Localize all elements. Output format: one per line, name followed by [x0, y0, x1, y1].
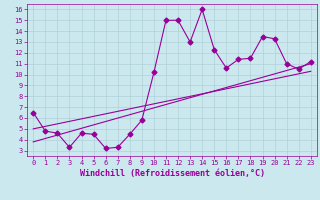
X-axis label: Windchill (Refroidissement éolien,°C): Windchill (Refroidissement éolien,°C) [79, 169, 265, 178]
